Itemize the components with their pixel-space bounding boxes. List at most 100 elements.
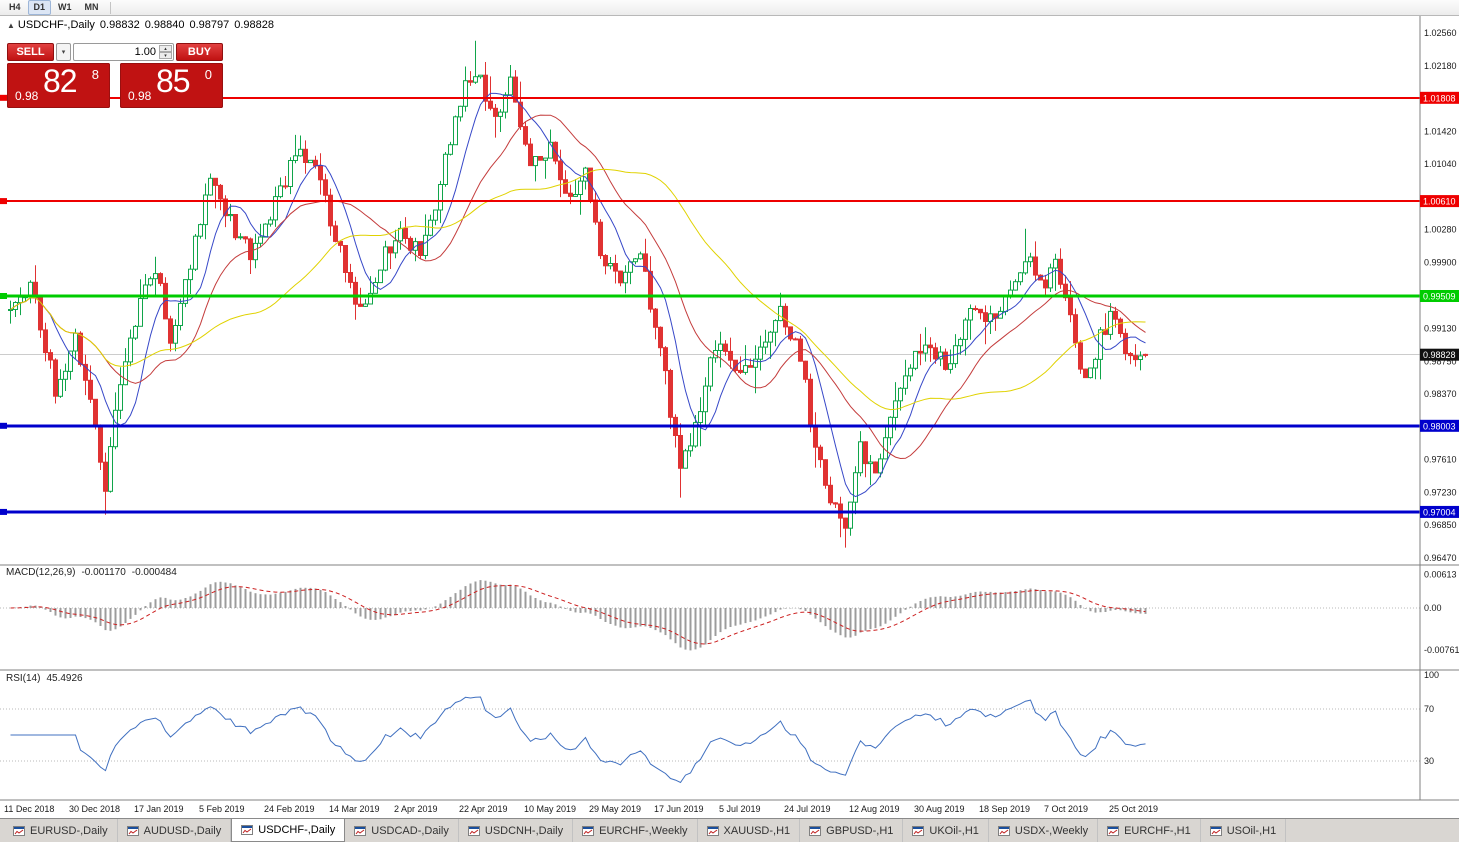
chart-window-icon [241,825,254,835]
svg-text:0.00613: 0.00613 [1424,569,1457,579]
volume-increment-button[interactable]: ▴ [159,45,172,52]
svg-text:5 Jul 2019: 5 Jul 2019 [719,804,761,814]
quote-high: 0.98840 [144,19,185,31]
timeframe-mn-button[interactable]: MN [84,2,99,12]
quote-open: 0.98832 [99,19,140,31]
chart-tab-label: EURCHF-,H1 [1124,824,1191,837]
chart-tab-label: AUDUSD-,Daily [143,824,222,837]
svg-text:17 Jun 2019: 17 Jun 2019 [654,804,704,814]
svg-text:25 Oct 2019: 25 Oct 2019 [1109,804,1158,814]
svg-text:0.98750: 0.98750 [1424,356,1457,366]
quote-close: 0.98828 [234,19,274,31]
svg-text:0.96850: 0.96850 [1424,520,1457,530]
candlestick-chart[interactable]: 1.02560 1.02180 1.01420 1.01040 1.00280 0.999… [0,16,1459,818]
svg-text:1.01420: 1.01420 [1424,126,1457,136]
svg-text:2 Apr 2019: 2 Apr 2019 [394,804,438,814]
svg-text:18 Sep 2019: 18 Sep 2019 [979,804,1030,814]
chart-tab-gbpusd-h1[interactable]: GBPUSD-,H1 [800,819,904,842]
volume-dropdown-button[interactable]: ▾ [56,43,71,61]
quote-overlay: ▲ USDCHF-,Daily 0.98832 0.98840 0.98797 0.988… [7,19,274,31]
chart-tab-label: XAUUSD-,H1 [723,824,791,837]
volume-decrement-button[interactable]: ▾ [159,52,172,59]
sell-button[interactable]: SELL [7,43,54,61]
chevron-down-icon: ▾ [61,49,66,56]
svg-text:0.98370: 0.98370 [1424,389,1457,399]
svg-text:1.01808: 1.01808 [1423,93,1456,103]
chart-window-icon [706,825,719,836]
chart-tab-label: UKOil-,H1 [929,824,979,837]
chart-window-icon [997,825,1010,836]
buy-price-big: 85 [156,63,191,99]
rsi-value: 45.4926 [46,673,83,684]
timeframe-h4-button[interactable]: H4 [9,2,21,12]
timeframe-toolbar: H4 D1 W1 MN [0,0,1459,16]
chart-tab-audusd-daily[interactable]: AUDUSD-,Daily [118,819,232,842]
buy-price-panel[interactable]: 0.98 85 0 [120,63,223,108]
chart-area[interactable]: 1.02560 1.02180 1.01420 1.01040 1.00280 0.999… [0,16,1459,818]
chart-tab-ukoil-h1[interactable]: UKOil-,H1 [903,819,989,842]
chart-window-icon [467,825,480,836]
chart-tab-label: USDCHF-,Daily [258,824,336,836]
rsi-indicator-label: RSI(14) 45.4926 [6,673,83,684]
svg-text:0.96470: 0.96470 [1424,553,1457,563]
svg-text:1.02180: 1.02180 [1424,61,1457,71]
chart-window-icon [13,825,25,836]
svg-text:1.01040: 1.01040 [1424,159,1457,169]
chart-tab-usdcnh-daily[interactable]: USDCNH-,Daily [459,819,574,842]
svg-text:12 Aug 2019: 12 Aug 2019 [849,804,900,814]
chart-tab-eurchf-h1[interactable]: EURCHF-,H1 [1098,819,1201,842]
svg-text:17 Jan 2019: 17 Jan 2019 [134,804,184,814]
quote-symbol: USDCHF-,Daily [17,19,95,31]
svg-text:30 Aug 2019: 30 Aug 2019 [914,804,965,814]
svg-text:0.99509: 0.99509 [1423,291,1456,301]
svg-text:1.00280: 1.00280 [1424,225,1457,235]
chart-tab-usdchf-daily[interactable]: USDCHF-,Daily [231,819,346,842]
svg-text:11 Dec 2018: 11 Dec 2018 [4,804,54,814]
svg-text:-0.00761: -0.00761 [1424,645,1459,655]
svg-text:30: 30 [1424,756,1434,766]
chart-tab-usdx-weekly[interactable]: USDX-,Weekly [989,819,1099,842]
svg-text:7 Oct 2019: 7 Oct 2019 [1044,804,1088,814]
macd-indicator-label: MACD(12,26,9) -0.001170 -0.000484 [6,567,177,578]
chart-tab-label: EURUSD-,Daily [30,824,108,837]
symbol-collapse-icon[interactable]: ▲ [7,21,15,30]
sell-price-sup: 8 [91,67,99,82]
chart-window-icon [1209,825,1222,836]
toolbar-separator [109,1,111,14]
timeframe-w1-button[interactable]: W1 [58,2,72,12]
chart-tab-xauusd-h1[interactable]: XAUUSD-,H1 [698,819,801,842]
svg-text:0.97610: 0.97610 [1424,455,1457,465]
chart-tab-eurusd-daily[interactable]: EURUSD-,Daily [4,819,118,842]
chart-tab-usdcad-daily[interactable]: USDCAD-,Daily [345,819,459,842]
chart-tab-label: USDCAD-,Daily [371,824,449,837]
svg-text:70: 70 [1424,704,1434,714]
chart-window-icon [126,825,139,836]
chart-window-icon [1107,825,1120,836]
chart-tab-usoil-h1[interactable]: USOil-,H1 [1201,819,1287,842]
volume-input[interactable] [74,44,173,60]
chart-window-icon [354,825,367,836]
quote-low: 0.98797 [189,19,230,31]
chart-tab-eurchf-weekly[interactable]: EURCHF-,Weekly [573,819,698,842]
timeframe-d1-button[interactable]: D1 [27,0,52,15]
svg-text:0.99900: 0.99900 [1424,257,1457,267]
chart-tab-label: GBPUSD-,H1 [826,824,894,837]
macd-signal-value: -0.000484 [131,567,177,578]
svg-text:1.02560: 1.02560 [1424,28,1457,38]
svg-text:0.99130: 0.99130 [1424,324,1457,334]
sell-price-big: 82 [43,63,78,99]
buy-button[interactable]: BUY [176,43,223,61]
chart-window-icon [809,825,822,836]
svg-text:0.00: 0.00 [1424,603,1442,613]
sell-price-panel[interactable]: 0.98 82 8 [7,63,110,108]
volume-spinner: ▴ ▾ [159,45,172,59]
chart-tab-label: USOil-,H1 [1226,824,1277,837]
sell-price-prefix: 0.98 [15,89,39,103]
svg-text:24 Jul 2019: 24 Jul 2019 [784,804,831,814]
rsi-name: RSI(14) [6,673,41,684]
volume-field: ▴ ▾ [73,43,174,61]
macd-value: -0.001170 [81,567,126,578]
macd-name: MACD(12,26,9) [6,567,76,578]
one-click-trading-panel: SELL ▾ ▴ ▾ BUY 0.98 82 8 0.98 85 0 [7,43,223,108]
